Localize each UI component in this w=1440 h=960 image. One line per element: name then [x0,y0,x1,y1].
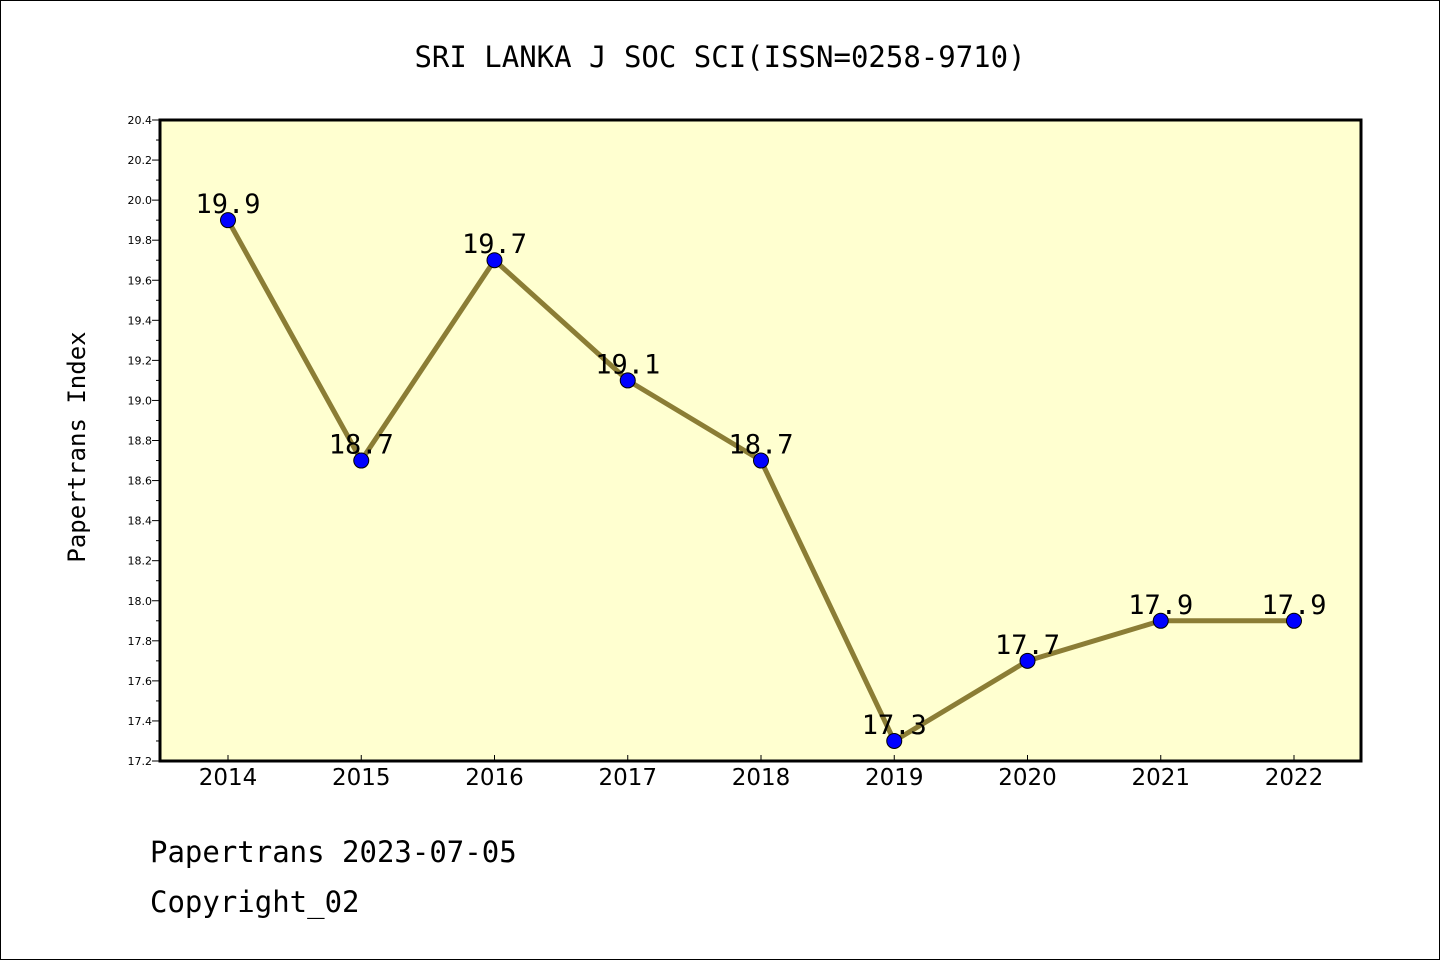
x-tick-label: 2016 [465,765,524,791]
data-point [486,252,503,269]
data-point [1152,612,1169,629]
x-tick-label: 2021 [1131,765,1190,791]
x-tick-label: 2019 [865,765,924,791]
data-label: 18.7 [329,430,394,461]
plot-area [158,118,1363,763]
y-tick-label: 17.4 [128,715,153,728]
x-tick-label: 2022 [1265,765,1324,791]
data-label: 19.1 [595,349,660,380]
y-tick-label: 17.2 [128,755,153,768]
x-tick-label: 2020 [998,765,1057,791]
chart-title: SRI LANKA J SOC SCI(ISSN=0258-9710) [414,40,1025,74]
data-point [1019,652,1036,669]
y-tick-label: 18.8 [128,435,153,448]
y-tick-label: 18.2 [128,555,153,568]
y-tick-label: 19.8 [128,234,153,247]
data-point [619,372,636,389]
data-point [353,452,370,469]
y-tick-label: 18.6 [128,475,153,488]
y-axis-label: Papertrans Index [63,331,91,562]
data-label: 18.7 [728,430,793,461]
y-tick-label: 20.4 [128,114,153,127]
data-point [1286,612,1302,629]
data-point [886,732,903,749]
y-tick-label: 20.2 [128,154,153,167]
y-tick-label: 19.4 [128,314,153,327]
data-label: 17.3 [862,710,927,741]
data-label: 17.7 [995,630,1060,661]
y-tick-label: 17.8 [128,635,153,648]
x-tick-label: 2017 [598,765,657,791]
y-tick-label: 20.0 [128,194,153,207]
footer-copyright: Copyright_02 [150,885,360,919]
y-axis-ticks: 17.2 17.4 17.6 17.8 18.0 18.2 18.4 18.6 18.8 19.0… [128,114,160,768]
y-tick-label: 18.0 [128,595,153,608]
data-point [753,452,769,469]
x-tick-label: 2014 [199,765,258,791]
x-tick-label: 2015 [332,765,391,791]
data-point [220,212,236,229]
x-axis-ticks: 2014 2015 2016 2017 2018 2019 2020 2021 2022 [199,755,1324,791]
data-labels: 19.9 18.7 19.7 19.1 18.7 17.3 17.7 17.9 17.9 [195,189,1326,741]
y-tick-label: 19.2 [128,354,153,367]
y-tick-label: 19.6 [128,274,153,287]
y-tick-label: 19.0 [128,394,153,407]
footer-date: Papertrans 2023-07-05 [150,835,517,869]
y-tick-label: 18.4 [128,515,153,528]
data-label: 17.9 [1128,590,1193,621]
y-tick-label: 17.6 [128,675,153,688]
data-label: 19.9 [195,189,260,220]
data-label: 17.9 [1261,590,1326,621]
x-tick-label: 2018 [732,765,791,791]
data-label: 19.7 [462,229,527,260]
series-group [220,212,1302,749]
